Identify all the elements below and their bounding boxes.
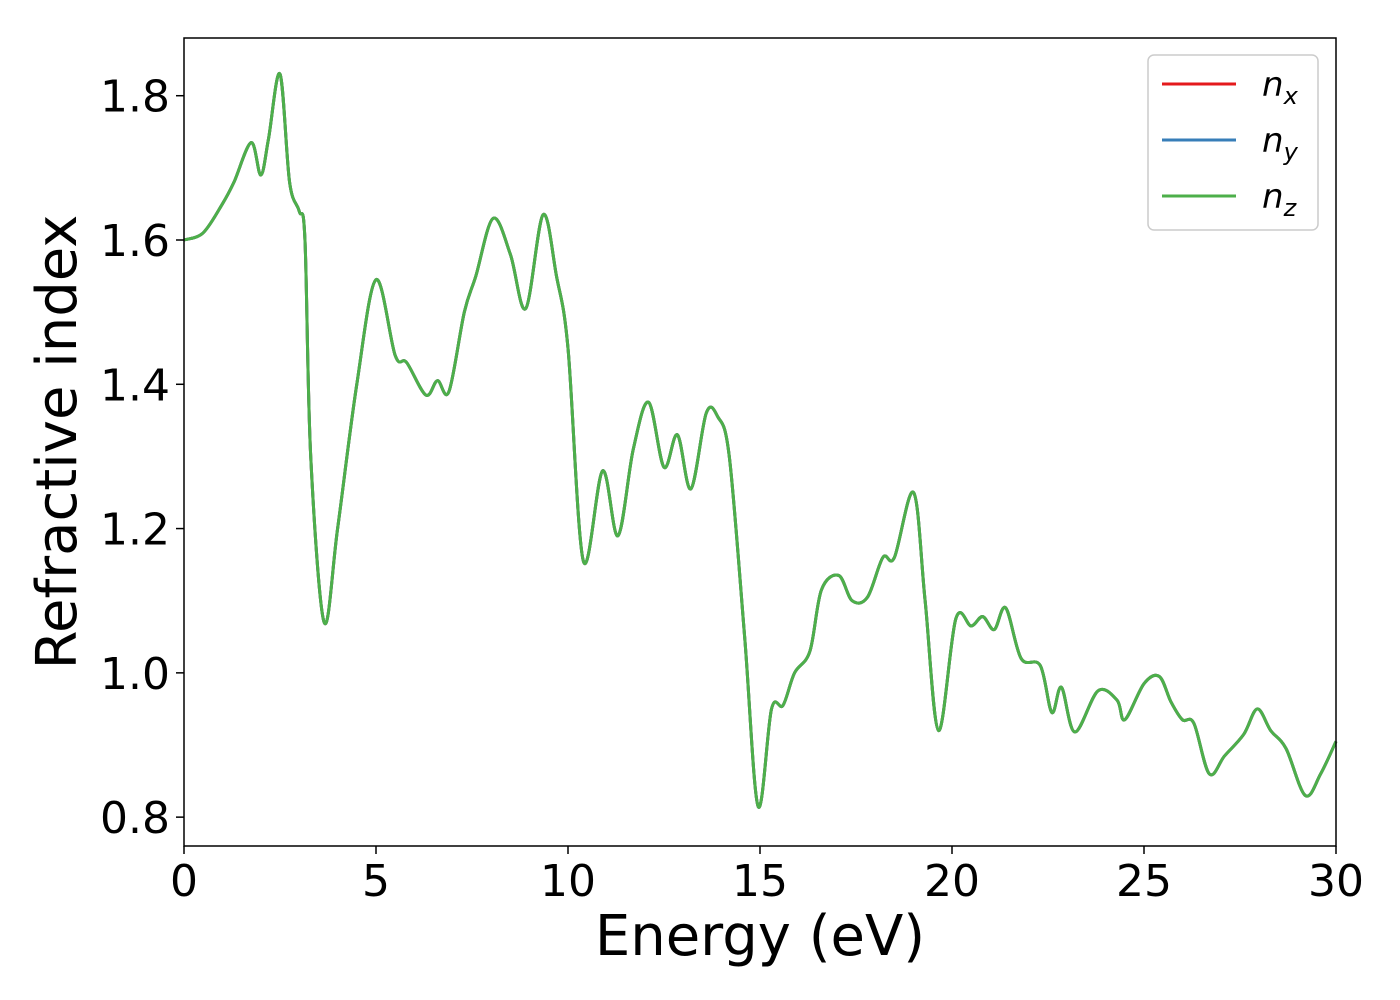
legend-label-nz: nz: [1262, 177, 1298, 222]
legend-label-ny: ny: [1262, 121, 1299, 166]
x-tick-label: 15: [732, 856, 788, 907]
y-tick-label: 1.8: [100, 72, 170, 123]
y-tick-label: 1.4: [100, 360, 170, 411]
y-tick-label: 1.2: [100, 505, 170, 556]
x-tick-label: 10: [540, 856, 596, 907]
x-tick-label: 25: [1116, 856, 1172, 907]
x-tick-label: 5: [362, 856, 390, 907]
plot-area: [184, 38, 1336, 846]
x-tick-label: 30: [1308, 856, 1364, 907]
y-axis: 0.8 1.0 1.2 1.4 1.6 1.8: [100, 72, 184, 844]
series-line-nz: [183, 72, 1338, 809]
x-tick-label: 20: [924, 856, 980, 907]
x-axis: 0 5 10 15 20 25 30: [170, 846, 1364, 907]
x-tick-label: 0: [170, 856, 198, 907]
y-tick-label: 0.8: [100, 793, 170, 844]
series-lines: [183, 72, 1338, 809]
y-axis-label: Refractive index: [25, 215, 90, 670]
legend: nx ny nz: [1147, 54, 1319, 231]
x-axis-label: Energy (eV): [595, 904, 925, 969]
legend-box: [1147, 54, 1319, 231]
legend-label-nx: nx: [1262, 65, 1299, 110]
y-tick-label: 1.6: [100, 216, 170, 267]
y-tick-label: 1.0: [100, 649, 170, 700]
